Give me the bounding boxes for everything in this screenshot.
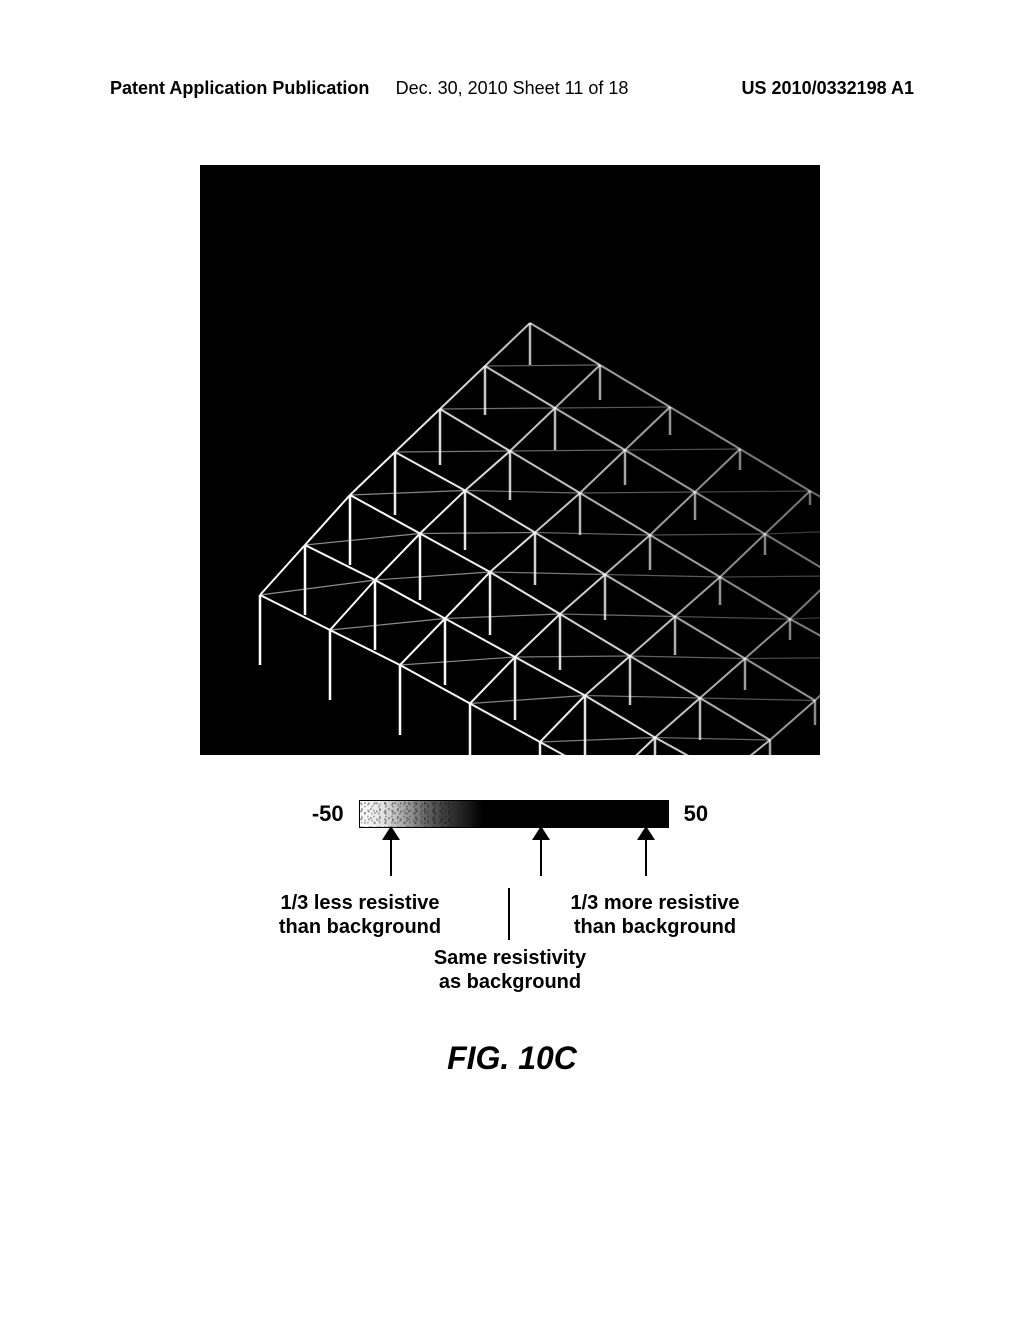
wireframe-svg [200, 165, 820, 755]
legend-color-bar [359, 800, 669, 828]
legend-min-value: -50 [312, 801, 344, 827]
header-publication-type: Patent Application Publication [110, 78, 369, 99]
label-text: as background [439, 971, 581, 993]
legend-max-value: 50 [684, 801, 708, 827]
legend-noise-overlay [360, 801, 452, 827]
label-text: 1/3 more resistive [571, 892, 740, 914]
page-header: Patent Application Publication Dec. 30, … [0, 78, 1024, 99]
header-patent-number: US 2010/0332198 A1 [742, 78, 914, 99]
header-date-sheet: Dec. 30, 2010 Sheet 11 of 18 [396, 78, 629, 99]
arrow-up-icon [540, 836, 542, 876]
legend-arrows [260, 836, 760, 891]
arrow-up-icon [390, 836, 392, 876]
label-text: than background [574, 916, 736, 938]
legend-label-center: Same resistivity as background [390, 946, 630, 994]
figure-caption: FIG. 10C [0, 1040, 1024, 1077]
legend-label-right: 1/3 more resistive than background [540, 891, 770, 939]
divider-line [508, 888, 510, 940]
legend-bar-row: -50 50 [260, 800, 760, 828]
legend: -50 50 1/3 less resistive than backgroun… [260, 800, 760, 951]
arrow-up-icon [645, 836, 647, 876]
wireframe-surface [200, 165, 820, 755]
label-text: 1/3 less resistive [280, 892, 439, 914]
figure-image [200, 165, 820, 755]
legend-label-left: 1/3 less resistive than background [250, 891, 470, 939]
label-text: Same resistivity [434, 947, 586, 969]
legend-labels: 1/3 less resistive than background 1/3 m… [160, 891, 860, 951]
label-text: than background [279, 916, 441, 938]
